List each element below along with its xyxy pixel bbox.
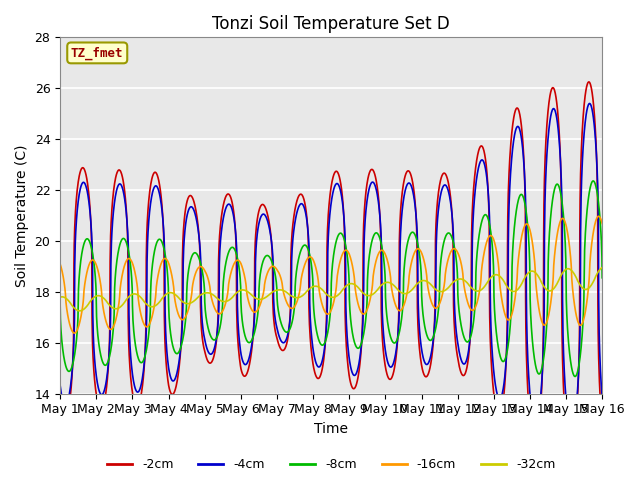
Title: Tonzi Soil Temperature Set D: Tonzi Soil Temperature Set D bbox=[212, 15, 450, 33]
X-axis label: Time: Time bbox=[314, 422, 348, 436]
Text: TZ_fmet: TZ_fmet bbox=[71, 46, 124, 60]
Y-axis label: Soil Temperature (C): Soil Temperature (C) bbox=[15, 144, 29, 287]
Legend: -2cm, -4cm, -8cm, -16cm, -32cm: -2cm, -4cm, -8cm, -16cm, -32cm bbox=[102, 453, 561, 476]
